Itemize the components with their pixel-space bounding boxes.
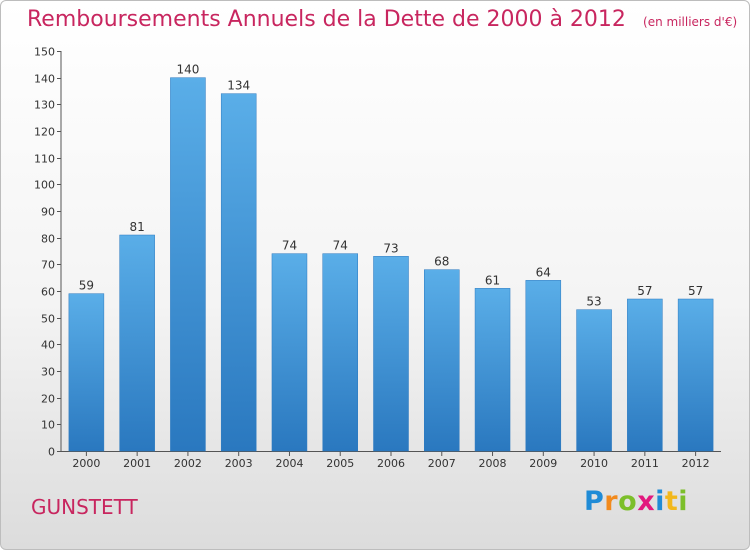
chart-unit-label: (en milliers d'€) [643,15,738,29]
y-tick-label: 140 [34,73,55,86]
bar [119,234,155,452]
bar-value-label: 64 [536,265,551,279]
x-tick-label: 2007 [428,457,456,470]
proxiti-logo[interactable]: Proxiti [584,486,688,517]
y-tick-label: 70 [41,259,55,272]
y-tick-label: 10 [41,419,55,432]
bar [424,269,460,452]
logo-letter: P [584,486,605,517]
bar-value-label: 57 [637,284,652,298]
bar-value-label: 59 [79,279,94,293]
x-tick-label: 2012 [682,457,710,470]
x-tick-label: 2002 [174,457,202,470]
bar-value-label: 74 [333,239,348,253]
y-tick-label: 30 [41,366,55,379]
bar [271,253,308,452]
bar-value-label: 61 [485,273,500,287]
bar-value-label: 73 [383,241,398,255]
x-tick-label: 2009 [529,457,557,470]
bar-value-labels: 59 81 140 134 74 74 73 68 61 64 53 57 57 [79,63,704,309]
logo-letter: i [655,486,665,517]
bar [68,293,105,452]
logo-letter: o [618,486,638,517]
bar [170,77,206,452]
bar [677,298,714,452]
bar-value-label: 140 [176,63,199,77]
y-tick-label: 80 [41,233,55,246]
bar-value-label: 68 [434,255,449,269]
x-tick-label: 2003 [225,457,253,470]
bar [525,280,562,452]
bar-value-label: 134 [227,79,250,93]
y-tick-label: 60 [41,286,55,299]
y-tick-label: 40 [41,339,55,352]
bar-value-label: 57 [688,284,703,298]
y-tick-label: 90 [41,206,55,219]
bar [474,288,511,452]
y-tick-label: 130 [34,99,55,112]
x-tick-label: 2010 [580,457,608,470]
y-tick-label: 150 [34,46,55,59]
bars [68,77,714,452]
bar-value-label: 74 [282,239,297,253]
x-tick-label: 2008 [479,457,507,470]
logo-letter: r [604,486,619,517]
bar [627,298,663,452]
bar [576,309,612,452]
y-tick-label: 50 [41,313,55,326]
logo-letter: t [664,486,679,517]
town-name: GUNSTETT [31,495,138,519]
x-tick-label: 2000 [72,457,100,470]
y-tick-label: 110 [34,153,55,166]
bar-value-label: 53 [586,295,601,309]
bar [322,253,358,452]
y-tick-label: 100 [34,179,55,192]
y-tick-label: 20 [41,393,55,406]
x-tick-label: 2006 [377,457,405,470]
bar [220,93,257,452]
x-tick-label: 2004 [275,457,303,470]
chart-title-main: Remboursements Annuels de la Dette de 20… [27,7,626,32]
bar [373,256,409,452]
y-tick-label: 0 [48,446,55,459]
x-tick-label: 2005 [326,457,354,470]
y-tick-label: 120 [34,126,55,139]
bar-value-label: 81 [130,220,145,234]
x-tick-label: 2001 [123,457,151,470]
x-tick-label: 2011 [631,457,659,470]
logo-letter: i [678,486,689,517]
x-axis: 2000 2001 2002 2003 2004 2005 2006 2007 2008 2009… [61,451,721,470]
logo-letter: x [637,486,656,517]
chart-title: Remboursements Annuels de la Dette de 20… [27,7,737,32]
y-axis: 0 10 20 30 40 50 60 70 80 90 100 110 120 130 140 150 [34,46,62,459]
